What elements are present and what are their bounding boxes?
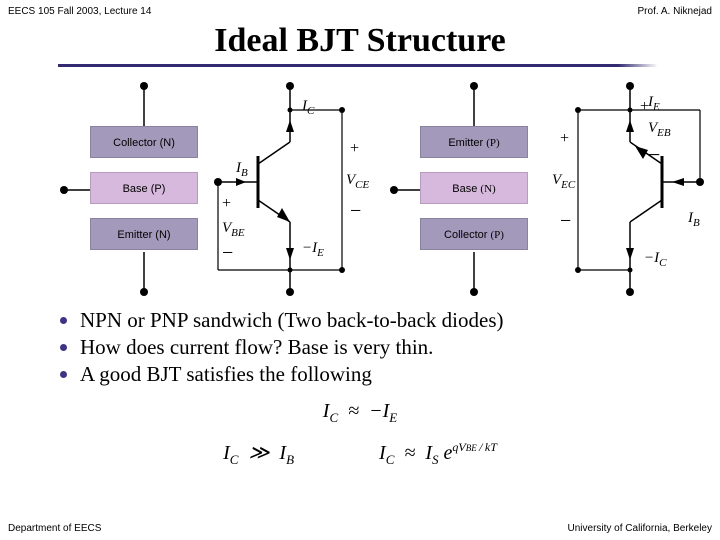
pnp-sandwich-wires: [390, 80, 560, 300]
bullet-list: NPN or PNP sandwich (Two back-to-back di…: [60, 308, 680, 389]
label-neg-ie: −IE: [302, 240, 324, 259]
label-vbe: VBE: [222, 220, 245, 239]
plus-vec: +: [560, 130, 569, 148]
bullet-2: How does current flow? Base is very thin…: [60, 335, 680, 360]
label-ib: IB: [236, 160, 248, 179]
eq-1: IC ≈ −IE: [0, 400, 720, 426]
minus-vce: −: [350, 200, 361, 223]
minus-vec: −: [560, 210, 571, 233]
bullet-1: NPN or PNP sandwich (Two back-to-back di…: [60, 308, 680, 333]
label-neg-ic: −IC: [644, 250, 666, 269]
header-right: Prof. A. Niknejad: [638, 6, 712, 17]
eq-2: IC ≫ IB IC ≈ IS eqVBE / kT: [0, 440, 720, 468]
diagram-area: Collector (N) Base (P) Emitter (N): [0, 80, 720, 300]
bullet-3: A good BJT satisfies the following: [60, 362, 680, 387]
npn-sandwich-wires: [60, 80, 230, 300]
plus-vce: +: [350, 140, 359, 158]
footer-right: University of California, Berkeley: [568, 523, 713, 534]
label-vec: VEC: [552, 172, 575, 191]
plus-vbe: +: [222, 195, 231, 213]
minus-vbe: −: [222, 242, 233, 265]
label-ib-pnp: IB: [688, 210, 700, 229]
label-vce: VCE: [346, 172, 369, 191]
equations: IC ≈ −IE IC ≫ IB IC ≈ IS eqVBE / kT: [0, 400, 720, 468]
footer-left: Department of EECS: [8, 523, 101, 534]
title-underline: [58, 64, 618, 67]
header-left: EECS 105 Fall 2003, Lecture 14: [8, 6, 151, 17]
page-title: Ideal BJT Structure: [0, 22, 720, 60]
label-ic: IC: [302, 98, 314, 117]
label-ie-pnp: IE: [648, 94, 660, 113]
label-veb: VEB: [648, 120, 671, 139]
minus-veb: −: [648, 142, 660, 168]
